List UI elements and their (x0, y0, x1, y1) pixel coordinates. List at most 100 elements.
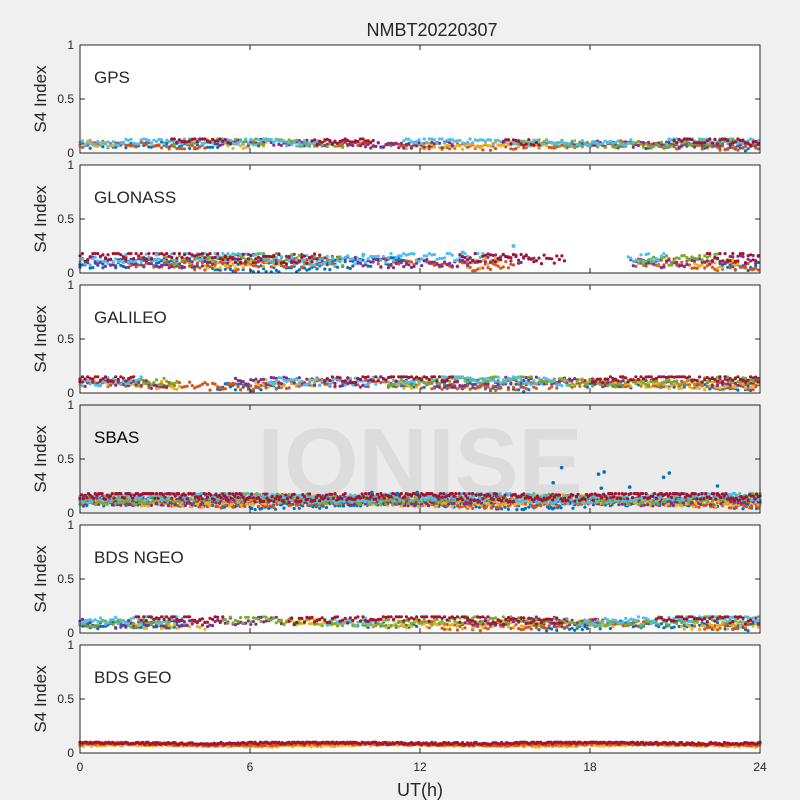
data-point (185, 384, 189, 388)
data-point (468, 261, 472, 265)
data-point (756, 147, 760, 151)
data-point (343, 379, 347, 383)
data-point (718, 141, 722, 146)
data-point (756, 506, 760, 510)
data-point (356, 256, 360, 260)
data-point (708, 137, 712, 141)
data-point (743, 261, 748, 265)
y-axis-label: S4 Index (31, 305, 50, 373)
data-point (731, 255, 735, 259)
data-point (455, 143, 459, 147)
data-point (333, 263, 337, 267)
data-point (463, 255, 467, 260)
data-point (723, 137, 727, 141)
data-point (267, 137, 271, 141)
data-point (542, 142, 546, 146)
data-point (657, 141, 661, 145)
data-point (703, 387, 707, 391)
data-point (165, 252, 169, 256)
data-point (728, 140, 732, 144)
data-point (292, 257, 296, 261)
data-point (741, 146, 745, 150)
data-point (534, 143, 539, 147)
data-point (348, 266, 352, 271)
data-point (517, 381, 521, 385)
data-point (743, 380, 748, 384)
data-point (537, 376, 541, 380)
data-point (639, 253, 643, 257)
data-point (325, 377, 329, 381)
data-point (114, 375, 118, 379)
data-point (111, 140, 115, 144)
data-point (364, 261, 368, 265)
data-point (205, 382, 210, 387)
data-point (338, 376, 342, 380)
data-point (733, 267, 737, 271)
data-point (297, 268, 301, 272)
data-point (165, 141, 169, 146)
data-point (621, 385, 625, 389)
data-point (170, 137, 174, 141)
data-point (700, 258, 704, 262)
data-point (137, 254, 141, 258)
data-point (450, 264, 454, 268)
data-point (422, 141, 426, 145)
data-point (746, 141, 750, 145)
data-point (641, 263, 646, 267)
data-point (718, 148, 722, 152)
data-point (152, 381, 156, 385)
data-point (154, 139, 159, 143)
data-point (213, 263, 217, 267)
data-point (404, 142, 408, 146)
data-point (137, 142, 141, 146)
data-point (91, 142, 95, 146)
data-point (718, 252, 722, 256)
data-point (251, 139, 255, 143)
data-point (165, 379, 169, 383)
data-point (211, 262, 215, 266)
data-point (190, 265, 194, 269)
data-point (231, 269, 235, 273)
data-point (315, 139, 319, 143)
data-point (570, 142, 574, 146)
data-point (389, 256, 393, 260)
data-point (106, 253, 110, 257)
data-point (80, 257, 85, 261)
data-point (96, 252, 100, 256)
data-point (248, 502, 252, 507)
data-point (256, 380, 261, 384)
data-point (114, 257, 118, 261)
data-point (721, 259, 725, 263)
data-point (369, 146, 373, 150)
data-point (277, 142, 281, 146)
data-point (251, 387, 255, 392)
data-point (366, 257, 370, 261)
data-point (613, 385, 618, 389)
data-point (180, 140, 184, 144)
data-point (555, 142, 559, 146)
data-point (142, 141, 146, 146)
data-point (654, 263, 658, 267)
data-point (226, 257, 230, 262)
data-point (154, 378, 159, 382)
data-point (320, 140, 324, 144)
data-point (121, 255, 125, 259)
data-point (160, 379, 164, 384)
data-point (376, 254, 380, 258)
data-point (426, 504, 431, 508)
data-point (420, 257, 424, 261)
data-point (167, 147, 171, 151)
data-point (397, 146, 401, 150)
data-point (218, 140, 222, 144)
data-point (223, 138, 227, 142)
data-point (647, 385, 651, 389)
data-point (211, 137, 215, 141)
data-point (499, 258, 503, 262)
data-point (499, 144, 503, 148)
data-point (723, 252, 727, 256)
data-point (476, 144, 480, 148)
data-point (262, 143, 266, 147)
data-point (249, 262, 253, 266)
